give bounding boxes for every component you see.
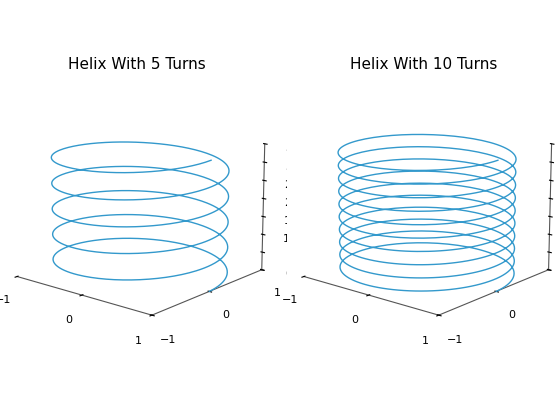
Title: Helix With 10 Turns: Helix With 10 Turns xyxy=(350,57,497,72)
Title: Helix With 5 Turns: Helix With 5 Turns xyxy=(68,57,206,72)
